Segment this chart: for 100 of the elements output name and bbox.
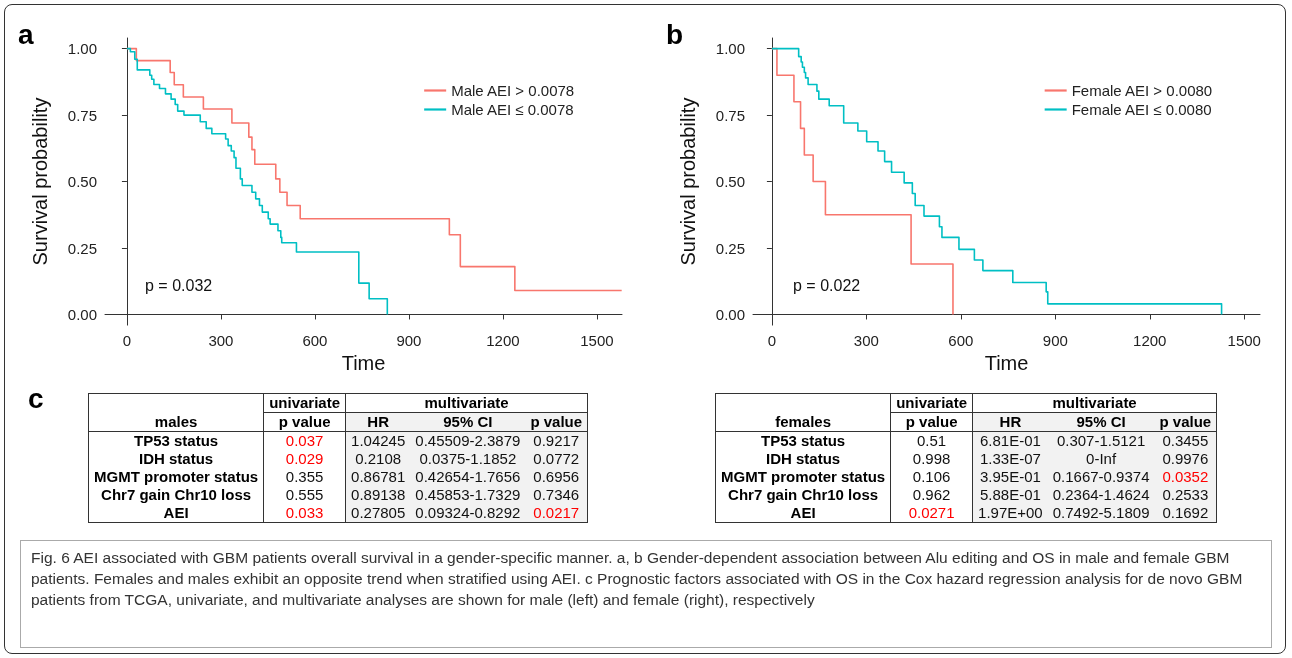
text: 0.2364-1.4624 [1052, 486, 1150, 503]
text: 0.7346 [533, 486, 580, 503]
legend-label: Female AEI ≤ 0.0080 [1071, 101, 1212, 118]
text: 0.2533 [1162, 486, 1209, 503]
text: 0-Inf [1086, 450, 1117, 467]
x-tick-label: 300 [853, 332, 879, 350]
text: 0.42654-1.7656 [415, 468, 521, 485]
y-tick-label: 0.25 [715, 239, 745, 257]
text: 5.88E-01 [979, 486, 1041, 503]
x-tick-label: 1200 [486, 332, 520, 350]
text: 0.029 [285, 450, 324, 467]
category-label: Chr7 gain Chr10 loss [728, 486, 879, 503]
legend-label: Male AEI > 0.0078 [451, 82, 575, 99]
text: 0.89138 [351, 486, 406, 503]
category-label: TP53 status [133, 432, 219, 449]
text: univariate [263, 393, 346, 413]
text: 0.0271 [908, 504, 955, 521]
text: 0.1692 [1162, 504, 1209, 521]
text: 0.0375-1.1852 [419, 450, 517, 467]
category-label: p value [1154, 412, 1217, 432]
category-label: IDH status [139, 450, 214, 467]
text: 0.2108 [355, 450, 402, 467]
x-axis-title: Time [341, 352, 386, 374]
category-label: AEI [163, 504, 189, 521]
text: 0.9976 [1162, 450, 1209, 467]
text: 0.51 [917, 432, 947, 449]
text: 3.95E-01 [979, 468, 1041, 485]
text: 0.9217 [533, 432, 580, 449]
y-tick-label: 1.00 [715, 40, 745, 58]
text: 0.86781 [351, 468, 406, 485]
category-label: males [88, 412, 264, 432]
category-label: p value [890, 412, 973, 432]
y-tick-label: 0.00 [67, 305, 97, 323]
text: 1.04245 [351, 432, 406, 449]
y-tick-label: 0.50 [67, 173, 97, 191]
y-axis-title: Survival probability [677, 97, 699, 266]
x-axis-title: Time [984, 352, 1029, 374]
text: 0.7492-5.1809 [1052, 504, 1150, 521]
x-tick-label: 1200 [1133, 332, 1167, 350]
text: 0.033 [285, 504, 324, 521]
category-label: 95% CI [410, 412, 526, 432]
text: 0.6956 [533, 468, 580, 485]
text: 0.27805 [351, 504, 406, 521]
x-tick-label: 600 [948, 332, 974, 350]
y-axis-title: Survival probability [29, 97, 51, 266]
text: 0.1667-0.9374 [1052, 468, 1150, 485]
category-label: Chr7 gain Chr10 loss [101, 486, 252, 503]
y-tick-label: 0.00 [715, 305, 745, 323]
text: multivariate [972, 393, 1217, 413]
category-label: 95% CI [1047, 412, 1155, 432]
category-label: HR [972, 412, 1048, 432]
category-label: p value [263, 412, 346, 432]
caption: Fig. 6 AEI associated with GBM patients overall survival in a gender-specific manner. a, b Gender-dependent association between Alu editing and OS in male and female GBM patients. Females and males exhibit an opposite trend when stratified using AEI. c Prognostic factors associated with OS in the Cox hazard regression analysis for de novo GBM patients from TCGA, univariate, and multivariate analyses are shown for male (left) and female (right), respectively [20, 540, 1272, 648]
category-label: HR [345, 412, 411, 432]
x-tick-label: 900 [396, 332, 422, 350]
category-label: MGMT promoter status [94, 468, 259, 485]
x-tick-label: 900 [1042, 332, 1068, 350]
x-tick-label: 0 [122, 332, 132, 350]
chart-title: a [18, 18, 34, 50]
text: 0.45853-1.7329 [415, 486, 521, 503]
text: 0.45509-2.3879 [415, 432, 521, 449]
category-label: IDH status [766, 450, 841, 467]
y-tick-label: 0.75 [715, 106, 745, 124]
text: 0.355 [285, 468, 324, 485]
x-tick-label: 0 [767, 332, 777, 350]
y-tick-label: 0.75 [67, 106, 97, 124]
x-tick-label: 1500 [1227, 332, 1261, 350]
category-label: p value [525, 412, 588, 432]
x-tick-label: 300 [208, 332, 234, 350]
y-tick-label: 0.25 [67, 239, 97, 257]
legend-label: Male AEI ≤ 0.0078 [451, 101, 574, 118]
annotation: p = 0.032 [145, 276, 213, 294]
x-tick-label: 1500 [580, 332, 614, 350]
text: 0.962 [912, 486, 951, 503]
text: 0.0772 [533, 450, 580, 467]
text: multivariate [345, 393, 588, 413]
category-label: MGMT promoter status [721, 468, 886, 485]
text: 0.09324-0.8292 [415, 504, 521, 521]
text: 0.0352 [1162, 468, 1209, 485]
text: 0.555 [285, 486, 324, 503]
x-tick-label: 600 [302, 332, 328, 350]
text: c [28, 383, 44, 414]
chart-title: b [666, 18, 684, 50]
text: 0.307-1.5121 [1056, 432, 1146, 449]
text: 6.81E-01 [979, 432, 1041, 449]
category-label: TP53 status [760, 432, 846, 449]
text: 0.0217 [533, 504, 580, 521]
text: 0.3455 [1162, 432, 1209, 449]
category-label: AEI [790, 504, 816, 521]
legend-label: Female AEI > 0.0080 [1071, 82, 1213, 99]
text: 0.106 [912, 468, 951, 485]
text: 1.97E+00 [978, 504, 1043, 521]
text: 0.037 [285, 432, 324, 449]
y-tick-label: 1.00 [67, 40, 97, 58]
text: 0.998 [912, 450, 951, 467]
annotation: p = 0.022 [793, 276, 861, 294]
category-label: females [715, 412, 891, 432]
y-tick-label: 0.50 [715, 173, 745, 191]
text: univariate [890, 393, 973, 413]
text: 1.33E-07 [979, 450, 1041, 467]
